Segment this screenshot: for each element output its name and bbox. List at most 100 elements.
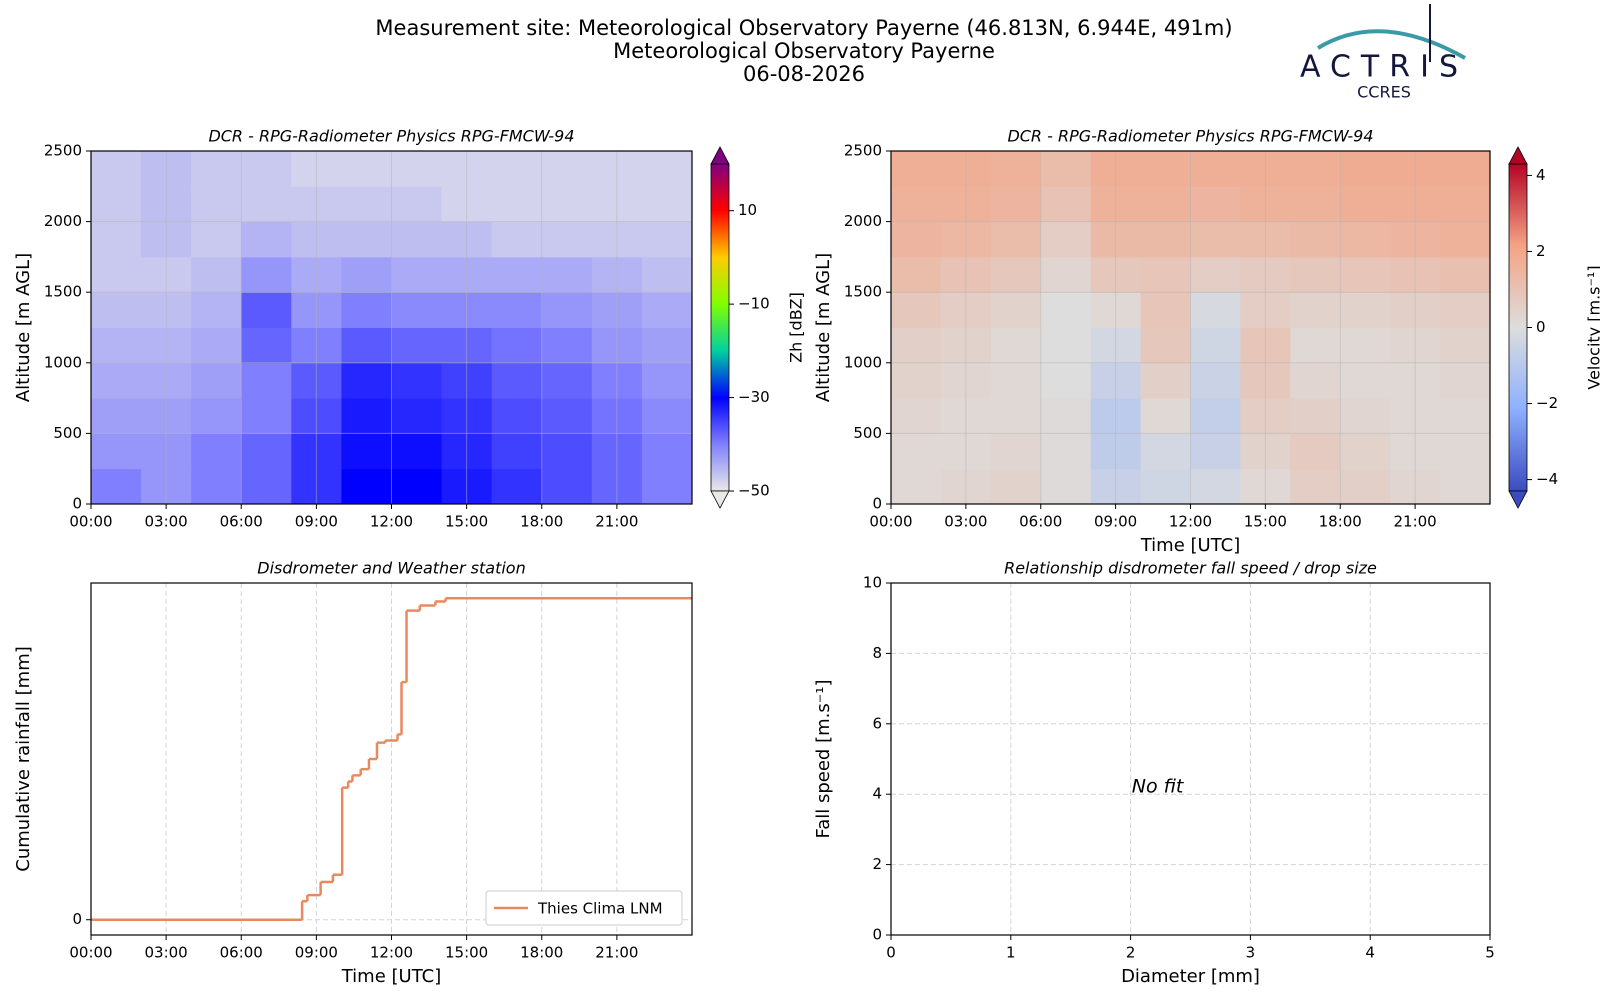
heatmap-cell	[541, 433, 593, 470]
heatmap-cell	[341, 256, 392, 293]
heatmap-cell	[1340, 327, 1391, 364]
heatmap-cell	[341, 362, 392, 399]
x-tick-label: 06:00	[1019, 513, 1062, 531]
x-tick-label: 5	[1485, 944, 1495, 962]
heatmap-cell	[391, 292, 443, 328]
heatmap-cell	[241, 292, 292, 328]
y-tick-label: 2	[872, 855, 882, 873]
heatmap-cell	[391, 433, 443, 470]
heatmap-cell	[1340, 398, 1391, 434]
heatmap-cell	[1440, 186, 1491, 223]
heatmap-cell	[191, 221, 242, 258]
heatmap-cell	[341, 327, 392, 364]
colorbar	[710, 163, 730, 492]
heatmap-cell	[391, 256, 443, 293]
heatmap-cell	[1040, 256, 1092, 293]
heatmap-cell	[1290, 256, 1341, 293]
colorbar-tick-label: 4	[1536, 166, 1546, 184]
heatmap-cell	[891, 221, 942, 258]
heatmap-cell	[1290, 151, 1341, 187]
y-tick-label: 1000	[844, 353, 882, 371]
y-axis-label: Altitude [m AGL]	[813, 253, 834, 402]
heatmap-cell	[1340, 151, 1391, 187]
y-axis-label: Altitude [m AGL]	[13, 253, 34, 402]
heatmap-cell	[1340, 433, 1391, 470]
heatmap-cell	[91, 151, 142, 187]
x-tick-label: 2	[1126, 944, 1136, 962]
y-tick-label: 1000	[44, 353, 82, 371]
heatmap-cell	[891, 186, 942, 223]
heatmap-cell	[1190, 256, 1241, 293]
x-tick-label: 03:00	[145, 944, 188, 962]
heatmap-cell	[241, 327, 292, 364]
heatmap-cell	[1140, 468, 1191, 505]
heatmap-cell	[491, 151, 543, 187]
heatmap-cell	[1440, 256, 1491, 293]
heatmap-cell	[241, 186, 292, 223]
panel-title: Relationship disdrometer fall speed / dr…	[1004, 559, 1377, 578]
heatmap-cell	[990, 256, 1042, 293]
annotation: No fit	[1132, 776, 1185, 798]
heatmap-cell	[391, 186, 443, 223]
heatmap-cell	[341, 433, 392, 470]
heatmap-cell	[241, 221, 292, 258]
heatmap-cell	[891, 362, 942, 399]
y-tick-label: 2000	[44, 212, 82, 230]
x-tick-label: 15:00	[1244, 513, 1287, 531]
heatmap-cell	[541, 468, 593, 505]
heatmap-cell	[1440, 433, 1491, 470]
y-tick-label: 2000	[844, 212, 882, 230]
legend-box	[485, 890, 683, 926]
heatmap-cell	[1190, 186, 1241, 223]
heatmap-cell	[1290, 186, 1341, 223]
heatmap-cell	[990, 398, 1042, 434]
heatmap-cell	[1040, 327, 1092, 364]
heatmap-cell	[541, 221, 593, 258]
y-tick-label: 0	[872, 926, 882, 944]
heatmap-cell	[191, 327, 242, 364]
x-tick-label: 06:00	[220, 513, 263, 531]
heatmap-cell	[541, 151, 593, 187]
legend-label: Thies Clima LNM	[537, 900, 663, 918]
heatmap-cell	[1190, 362, 1241, 399]
heatmap-cell	[641, 292, 693, 328]
heatmap-cell	[241, 468, 292, 505]
colorbar-tick-label: −50	[738, 482, 770, 500]
heatmap-cell	[1040, 398, 1092, 434]
heatmap-cell	[241, 362, 292, 399]
heatmap-cell	[341, 151, 392, 187]
colorbar-extend	[710, 146, 730, 165]
colorbar-tick-label: −10	[738, 295, 770, 313]
heatmap-cell	[1190, 468, 1241, 505]
heatmap-cell	[91, 433, 142, 470]
x-axis-label: Time [UTC]	[341, 966, 442, 987]
heatmap-cell	[1190, 221, 1241, 258]
logo-text: ACTRIS	[1300, 50, 1468, 85]
heatmap-cell	[241, 256, 292, 293]
heatmap-cell	[891, 468, 942, 505]
colorbar-label: Velocity [m.s⁻¹]	[1585, 265, 1600, 389]
heatmap-cell	[1440, 151, 1491, 187]
heatmap-cell	[491, 468, 543, 505]
heatmap-cell	[541, 398, 593, 434]
colorbar	[1508, 163, 1528, 492]
heatmap-cell	[1140, 433, 1191, 470]
plot-frame	[890, 582, 1491, 936]
heatmap-cell	[1440, 468, 1491, 505]
panel-title: DCR - RPG-Radiometer Physics RPG-FMCW-94	[208, 127, 574, 146]
colorbar-tick-label: 2	[1536, 242, 1546, 260]
x-tick-label: 09:00	[295, 513, 338, 531]
heatmap-cell	[91, 186, 142, 223]
heatmap-cell	[491, 327, 543, 364]
heatmap-cell	[1040, 186, 1092, 223]
x-tick-label: 12:00	[370, 944, 413, 962]
heatmap-cell	[1190, 151, 1241, 187]
heatmap-cell	[1290, 468, 1341, 505]
y-tick-label: 1500	[44, 283, 82, 301]
heatmap-cell	[91, 362, 142, 399]
heatmap-cell	[641, 433, 693, 470]
y-tick-label: 6	[872, 714, 882, 732]
heatmap-cell	[891, 327, 942, 364]
colorbar-tick-label: −4	[1536, 470, 1558, 488]
heatmap-cell	[990, 221, 1042, 258]
